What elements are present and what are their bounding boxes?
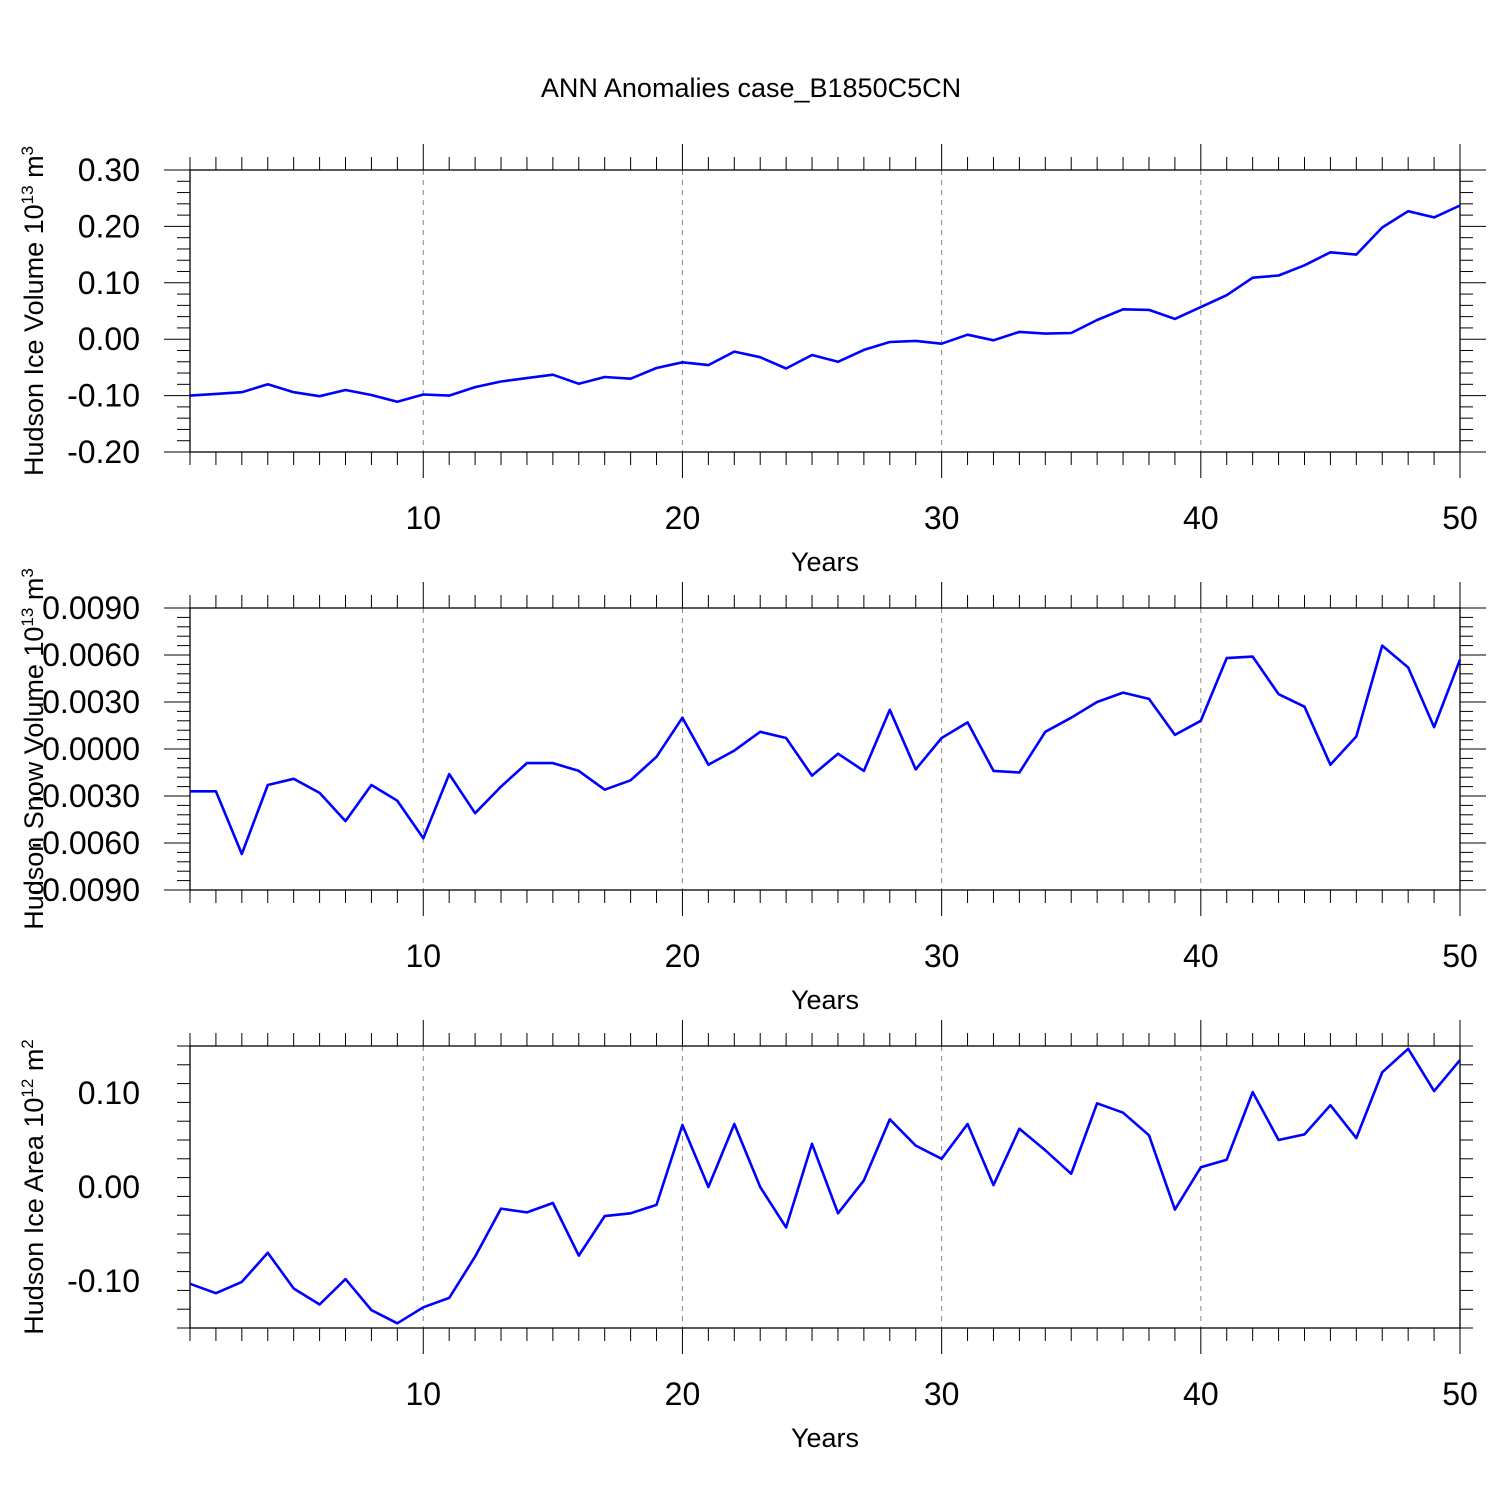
y-axis-label: Hudson Ice Area 1012 m2 bbox=[18, 1039, 49, 1335]
x-tick-label: 10 bbox=[405, 1376, 441, 1412]
x-tick-label: 20 bbox=[665, 500, 701, 536]
panel-2: -0.0090 -0.0060 -0.0030 0.0000 0.0030 0.0060 0… bbox=[18, 568, 1486, 1015]
x-tick-label: 10 bbox=[405, 938, 441, 974]
y-tick-label: 0.10 bbox=[78, 1075, 140, 1111]
panel-3: -0.10 0.00 0.10 10 20 30 40 50 Years Hudson Ice A… bbox=[18, 1020, 1478, 1453]
x-tick-label: 30 bbox=[924, 1376, 960, 1412]
x-axis-label: Years bbox=[791, 985, 859, 1015]
y-tick-label: 0.30 bbox=[78, 152, 140, 188]
y-tick-label: 0.00 bbox=[78, 321, 140, 357]
x-tick-label: 50 bbox=[1442, 500, 1478, 536]
panel-1: -0.20 -0.10 0.00 0.10 0.20 0.30 10 20 30 40 50 Year… bbox=[18, 144, 1486, 577]
x-tick-label: 40 bbox=[1183, 938, 1219, 974]
x-tick-label: 30 bbox=[924, 500, 960, 536]
series-line bbox=[190, 1047, 1461, 1325]
y-axis-label: Hudson Snow Volume 1013 m3 bbox=[18, 568, 49, 930]
plot-frame bbox=[189, 607, 1461, 891]
x-tick-label: 20 bbox=[665, 938, 701, 974]
x-tick-label: 40 bbox=[1183, 500, 1219, 536]
x-axis-label: Years bbox=[791, 1423, 859, 1453]
y-tick-label: -0.10 bbox=[67, 378, 140, 414]
x-axis-label: Years bbox=[791, 547, 859, 577]
y-tick-label: 0.20 bbox=[78, 208, 140, 244]
y-tick-label: 0.0030 bbox=[42, 684, 140, 720]
plot-frame bbox=[189, 169, 1461, 453]
y-tick-label: -0.0030 bbox=[31, 778, 140, 814]
y-tick-label: 0.00 bbox=[78, 1169, 140, 1205]
x-tick-label: 50 bbox=[1442, 1376, 1478, 1412]
y-tick-label: -0.20 bbox=[67, 434, 140, 470]
y-tick-label: -0.0090 bbox=[31, 872, 140, 908]
x-tick-label: 40 bbox=[1183, 1376, 1219, 1412]
series-line bbox=[190, 644, 1462, 856]
series-line bbox=[190, 204, 1461, 404]
chart-title: ANN Anomalies case_B1850C5CN bbox=[541, 73, 961, 103]
plot-frame bbox=[189, 1045, 1461, 1329]
x-tick-label: 50 bbox=[1442, 938, 1478, 974]
x-tick-label: 30 bbox=[924, 938, 960, 974]
y-axis-label: Hudson Ice Volume 1013 m3 bbox=[18, 146, 49, 476]
y-tick-label: -0.0060 bbox=[31, 825, 140, 861]
y-tick-label: 0.0000 bbox=[42, 731, 140, 767]
x-tick-label: 10 bbox=[405, 500, 441, 536]
x-tick-label: 20 bbox=[665, 1376, 701, 1412]
y-tick-label: 0.0060 bbox=[42, 637, 140, 673]
y-tick-label: 0.0090 bbox=[42, 590, 140, 626]
y-tick-label: -0.10 bbox=[67, 1263, 140, 1299]
y-tick-label: 0.10 bbox=[78, 265, 140, 301]
